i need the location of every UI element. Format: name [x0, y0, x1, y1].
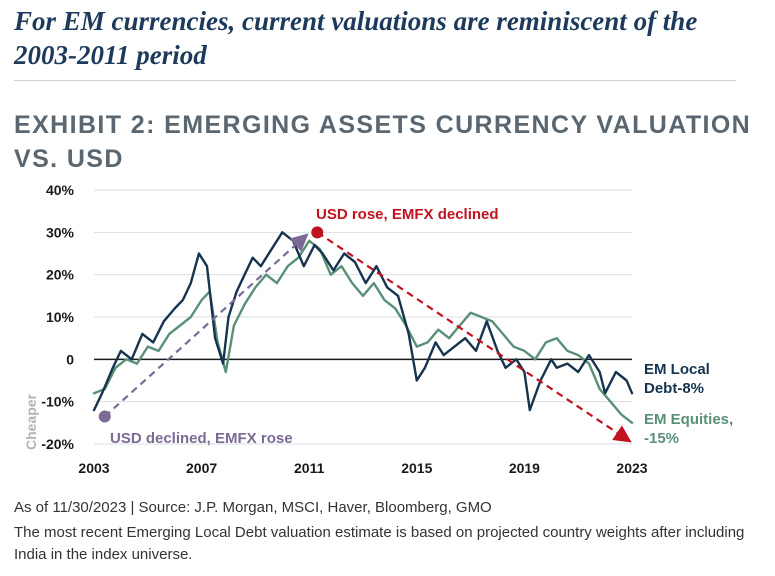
end-label-line: EM Local: [644, 361, 710, 378]
local-debt-end-label: EM Local Debt-8%: [644, 361, 710, 397]
x-tick-label: 2023: [616, 460, 647, 476]
chart-title: EXHIBIT 2: EMERGING ASSETS CURRENCY VALU…: [14, 111, 752, 173]
y-tick-label: -20%: [41, 436, 74, 452]
purple-trend-arrow: [104, 233, 309, 418]
source-note: As of 11/30/2023 | Source: J.P. Morgan, …: [14, 499, 492, 516]
end-label-line: Debt-8%: [644, 380, 704, 397]
red-annotation-label: USD rose, EMFX declined: [316, 206, 499, 223]
x-tick-label: 2019: [509, 460, 540, 476]
purple-start-marker: [98, 410, 111, 423]
y-tick-label: 10%: [46, 309, 75, 325]
red-trend-arrow: [316, 231, 632, 443]
y-tick-label: 30%: [46, 224, 75, 240]
purple-annotation-label: USD declined, EMFX rose: [110, 430, 293, 447]
headline: For EM currencies, current valuations ar…: [14, 6, 698, 70]
local-debt-line: [92, 231, 634, 412]
y-tick-label: 40%: [46, 182, 75, 198]
y-axis-ticks: 40% 30% 20% 10% 0 -10% -20%: [41, 182, 74, 452]
x-tick-label: 2015: [401, 460, 432, 476]
x-tick-label: 2003: [78, 460, 109, 476]
end-label-line: EM Equities,: [644, 411, 733, 428]
y-tick-label: -10%: [41, 394, 74, 410]
end-label-line: -15%: [644, 430, 679, 447]
y-tick-label: 0: [66, 351, 74, 367]
equities-line: [92, 239, 634, 424]
headline-divider: [14, 80, 736, 81]
cheaper-label: Cheaper: [23, 393, 39, 450]
y-tick-label: 20%: [46, 267, 75, 283]
red-start-marker: [311, 226, 324, 239]
x-axis-ticks: 2003 2007 2011 2015 2019 2023: [78, 460, 647, 476]
methodology-note: The most recent Emerging Local Debt valu…: [14, 524, 745, 563]
grid-lines: [94, 189, 632, 445]
x-tick-label: 2007: [186, 460, 217, 476]
valuation-chart: 40%30%20%10%0-10%-20% 2003 2007 2011 2015 20…: [23, 182, 733, 476]
equities-end-label: EM Equities, -15%: [644, 411, 733, 447]
x-tick-label: 2011: [294, 460, 325, 476]
